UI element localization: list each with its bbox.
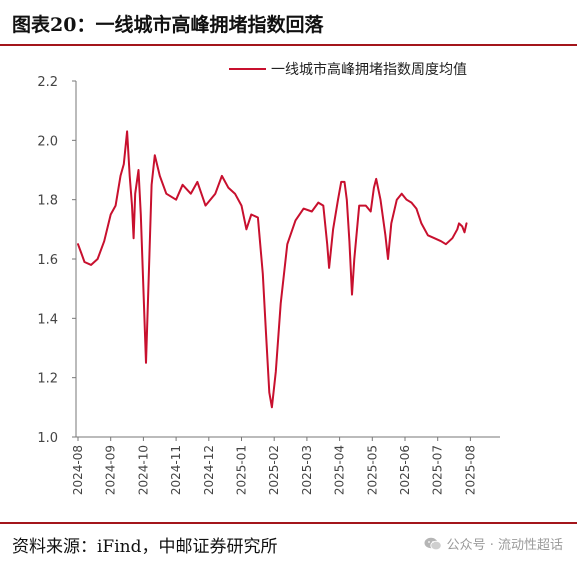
- line-chart: 1.0 1.2 1.4 1.6 1.8 2.0 2.2 2024-08 2024-09 2024-…: [37, 61, 500, 495]
- x-tick-label: 2024-08: [71, 445, 85, 495]
- y-tick-label: 1.4: [37, 312, 58, 327]
- y-tick-label: 1.8: [37, 194, 58, 209]
- y-tick-label: 1.6: [37, 253, 58, 268]
- watermark-text: 公众号 · 流动性超话: [446, 538, 563, 553]
- bottom-divider: [0, 522, 577, 524]
- x-tick-label: 2025-04: [333, 445, 347, 495]
- y-tick-label: 1.0: [37, 431, 58, 446]
- x-tick-label: 2025-08: [463, 445, 477, 495]
- y-tick-label: 2.0: [37, 134, 58, 149]
- figure-footer: 资料来源：iFind，中邮证券研究所 公众号 · 流动性超话: [0, 524, 577, 561]
- x-tick-label: 2024-09: [104, 445, 118, 495]
- wechat-icon: [424, 537, 442, 550]
- x-tick-label: 2025-07: [431, 445, 445, 495]
- source-note: 资料来源：iFind，中邮证券研究所: [12, 537, 278, 557]
- x-tick-label: 2025-01: [235, 445, 249, 495]
- series-line: [77, 130, 468, 409]
- top-divider: [0, 44, 577, 46]
- y-tick-label: 2.2: [37, 75, 58, 90]
- figure-header: 图表20：一线城市高峰拥堵指数回落: [0, 0, 577, 44]
- x-tick-label: 2024-12: [202, 445, 216, 495]
- x-tick-label: 2025-02: [267, 445, 281, 495]
- x-tick-label: 2025-05: [365, 445, 379, 495]
- figure-title: 图表20：一线城市高峰拥堵指数回落: [12, 14, 324, 36]
- watermark: 公众号 · 流动性超话: [424, 534, 563, 553]
- x-tick-label: 2025-03: [300, 445, 314, 495]
- x-tick-label: 2024-10: [136, 445, 150, 495]
- y-tick-label: 1.2: [37, 372, 58, 387]
- x-tick-label: 2024-11: [169, 445, 183, 495]
- legend-label: 一线城市高峰拥堵指数周度均值: [271, 61, 467, 78]
- x-tick-label: 2025-06: [398, 445, 412, 495]
